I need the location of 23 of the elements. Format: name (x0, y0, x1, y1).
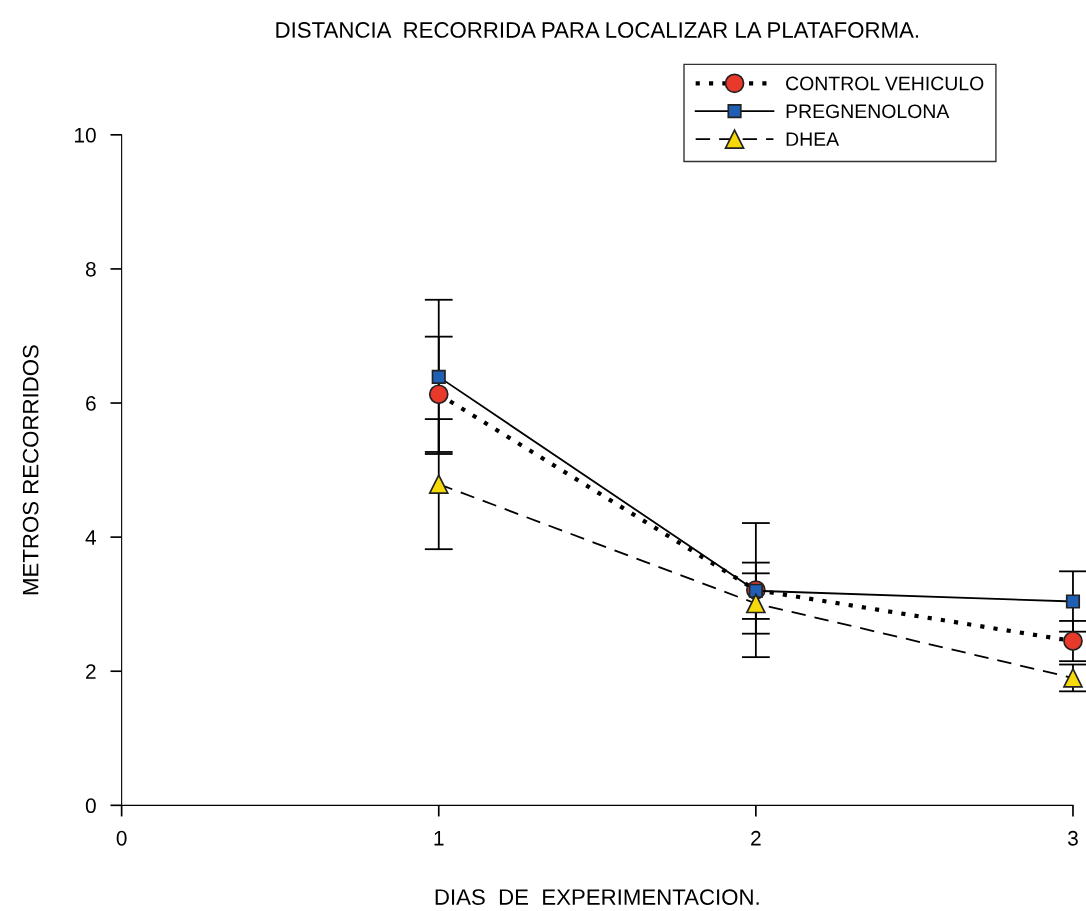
point (745, 593, 766, 614)
x-axis-title: DIAS DE EXPERIMENTACION. (435, 889, 759, 905)
x-tick-label: 0 (116, 830, 127, 846)
y-tick-label: 10 (75, 127, 96, 143)
x-tick-label: 1 (434, 831, 444, 846)
y-tick-label: 8 (85, 261, 96, 277)
legend-label: PREGNENOLONA (786, 104, 950, 119)
point (428, 384, 449, 405)
y-tick-label: 6 (86, 396, 96, 411)
legend-label: CONTROL VEHICULO (786, 76, 984, 91)
point (1063, 668, 1083, 688)
point (1065, 594, 1081, 609)
point (428, 474, 449, 495)
y-tick-label: 2 (86, 664, 96, 679)
y-tick-label: 4 (85, 530, 97, 545)
y-axis-title: METROS RECORRIDOS (22, 345, 39, 595)
y-tick-label: 0 (85, 798, 96, 814)
legend-label: DHEA (786, 132, 840, 146)
point (431, 369, 446, 384)
x-tick-label: 2 (751, 830, 761, 846)
point (1063, 631, 1083, 651)
chart-title: DISTANCIA RECORRIDA PARA LOCALIZAR LA PLATAFORMA. (276, 22, 919, 38)
x-tick-label: 3 (1067, 830, 1078, 846)
